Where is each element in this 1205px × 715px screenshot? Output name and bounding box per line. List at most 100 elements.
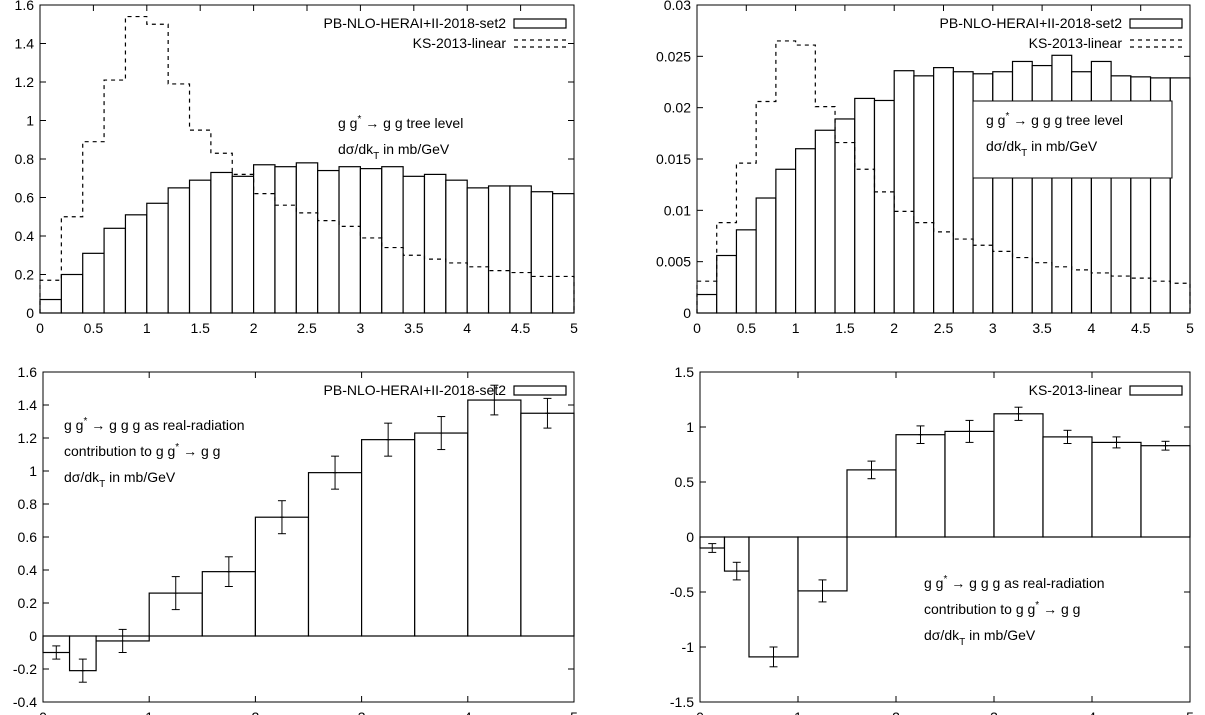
bar xyxy=(552,193,575,314)
bar xyxy=(201,571,257,637)
x-tick-label: 3.5 xyxy=(1032,320,1052,336)
x-tick-label: 3 xyxy=(990,709,998,715)
annotation: g g* → g g g as real-radiation contributi… xyxy=(924,574,1105,648)
legend-label: PB-NLO-HERAI+II-2018-set2 xyxy=(940,15,1123,31)
x-tick-label: 5 xyxy=(570,709,578,715)
y-tick-label: 0.015 xyxy=(656,151,691,167)
annotation-line: dσ/dkT in mb/GeV xyxy=(64,469,176,490)
bar xyxy=(913,75,935,314)
bar xyxy=(530,191,554,314)
bar xyxy=(445,179,468,314)
dashed-step-line xyxy=(696,40,1191,313)
y-tick-label: 1.2 xyxy=(18,430,38,446)
annotation-line: dσ/dkT in mb/GeV xyxy=(924,627,1036,648)
annotation-line: g g* → g g g tree level xyxy=(986,111,1123,128)
x-tick-label: 0 xyxy=(36,320,44,336)
legend: PB-NLO-HERAI+II-2018-set2 xyxy=(324,382,567,398)
bar xyxy=(361,439,416,637)
annotation-line: g g* → g g g as real-radiation xyxy=(924,574,1105,591)
x-tick-label: 0 xyxy=(696,709,704,715)
bar xyxy=(814,129,836,314)
y-tick-label: 1.6 xyxy=(18,364,38,380)
x-tick-label: 5 xyxy=(1186,709,1194,715)
x-tick-label: 0.5 xyxy=(84,320,104,336)
annotation-line: dσ/dkT in mb/GeV xyxy=(986,138,1098,159)
x-tick-label: 3 xyxy=(989,320,997,336)
y-tick-label: 0.8 xyxy=(15,151,35,167)
x-tick-label: 0.5 xyxy=(737,320,757,336)
legend-label: PB-NLO-HERAI+II-2018-set2 xyxy=(324,15,507,31)
series-1 xyxy=(42,384,575,683)
x-tick-label: 2 xyxy=(892,709,900,715)
y-tick-label: -1.5 xyxy=(670,694,694,710)
y-tick-label: -0.5 xyxy=(670,584,694,600)
x-tick-label: 2 xyxy=(252,709,260,715)
bar xyxy=(952,71,974,314)
x-tick-label: 2.5 xyxy=(297,320,317,336)
series-2 xyxy=(696,40,1191,313)
x-tick-label: 2 xyxy=(890,320,898,336)
y-tick-label: 0 xyxy=(683,305,691,321)
bar xyxy=(188,179,212,314)
bar xyxy=(124,214,148,314)
bar xyxy=(893,70,915,314)
annotation: g g* → g g g as real-radiation contributi… xyxy=(64,416,245,490)
y-tick-label: 0.025 xyxy=(656,48,691,64)
annotation-line: g g* → g g tree level xyxy=(338,114,463,131)
legend-label: PB-NLO-HERAI+II-2018-set2 xyxy=(324,382,507,398)
legend-swatch xyxy=(513,385,567,396)
bar xyxy=(253,164,276,314)
bar xyxy=(1011,60,1033,314)
series-1 xyxy=(696,54,1191,314)
y-tick-label: 0.6 xyxy=(15,190,35,206)
dashed-step-line xyxy=(39,15,575,313)
y-tick-label: 0.02 xyxy=(664,100,691,116)
y-tick-label: 1.6 xyxy=(15,0,35,13)
bar xyxy=(423,173,447,314)
x-tick-label: 2.5 xyxy=(934,320,954,336)
x-tick-label: 3.5 xyxy=(404,320,424,336)
bar xyxy=(509,185,532,314)
series-1 xyxy=(699,406,1191,668)
x-tick-label: 1 xyxy=(794,709,802,715)
bar xyxy=(846,469,897,538)
bar xyxy=(82,252,105,314)
y-tick-label: -0.2 xyxy=(13,661,37,677)
bar xyxy=(794,148,816,314)
bar xyxy=(317,169,340,314)
bar xyxy=(755,197,777,314)
series-2 xyxy=(39,15,575,313)
y-tick-label: 0.01 xyxy=(664,202,691,218)
chart-3: -0.4 -0.2 0 0.2 0.4 0.6 0.8 1 1.2 1.4 1.6 0 1 2 3 4 5 PB-… xyxy=(13,364,578,715)
legend: PB-NLO-HERAI+II-2018-set2 KS-2013-linear xyxy=(324,15,567,51)
bar xyxy=(944,430,995,538)
x-tick-label: 2 xyxy=(250,320,258,336)
y-tick-label: 0.4 xyxy=(18,562,38,578)
y-tick-label: 1.5 xyxy=(675,364,695,380)
chart-4: -1.5 -1 -0.5 0 0.5 1 1.5 0 1 2 3 4 5 KS-2013-linear g … xyxy=(670,364,1194,715)
bar xyxy=(993,413,1044,538)
annotation: g g* → g g tree level dσ/dkT in mb/GeV xyxy=(338,114,463,162)
y-tick-label: 0 xyxy=(686,529,694,545)
x-tick-label: 5 xyxy=(1186,320,1194,336)
x-tick-label: 4.5 xyxy=(1131,320,1151,336)
bar xyxy=(854,97,876,314)
bar xyxy=(381,166,404,314)
y-tick-label: 1 xyxy=(686,419,694,435)
annotation-line: dσ/dkT in mb/GeV xyxy=(338,141,450,162)
y-tick-label: 1.4 xyxy=(18,397,38,413)
y-tick-label: -1 xyxy=(682,639,695,655)
bar xyxy=(338,166,362,314)
bar xyxy=(748,536,799,658)
bar xyxy=(834,118,856,314)
bar xyxy=(402,175,426,314)
bar xyxy=(1042,436,1093,538)
bar xyxy=(39,298,62,314)
bar xyxy=(414,432,469,637)
bar xyxy=(295,162,319,314)
y-tick-label: 0.6 xyxy=(18,529,38,545)
y-tick-label: 1 xyxy=(29,463,37,479)
x-tick-label: 4 xyxy=(464,709,472,715)
y-tick-label: 0.2 xyxy=(15,267,35,283)
